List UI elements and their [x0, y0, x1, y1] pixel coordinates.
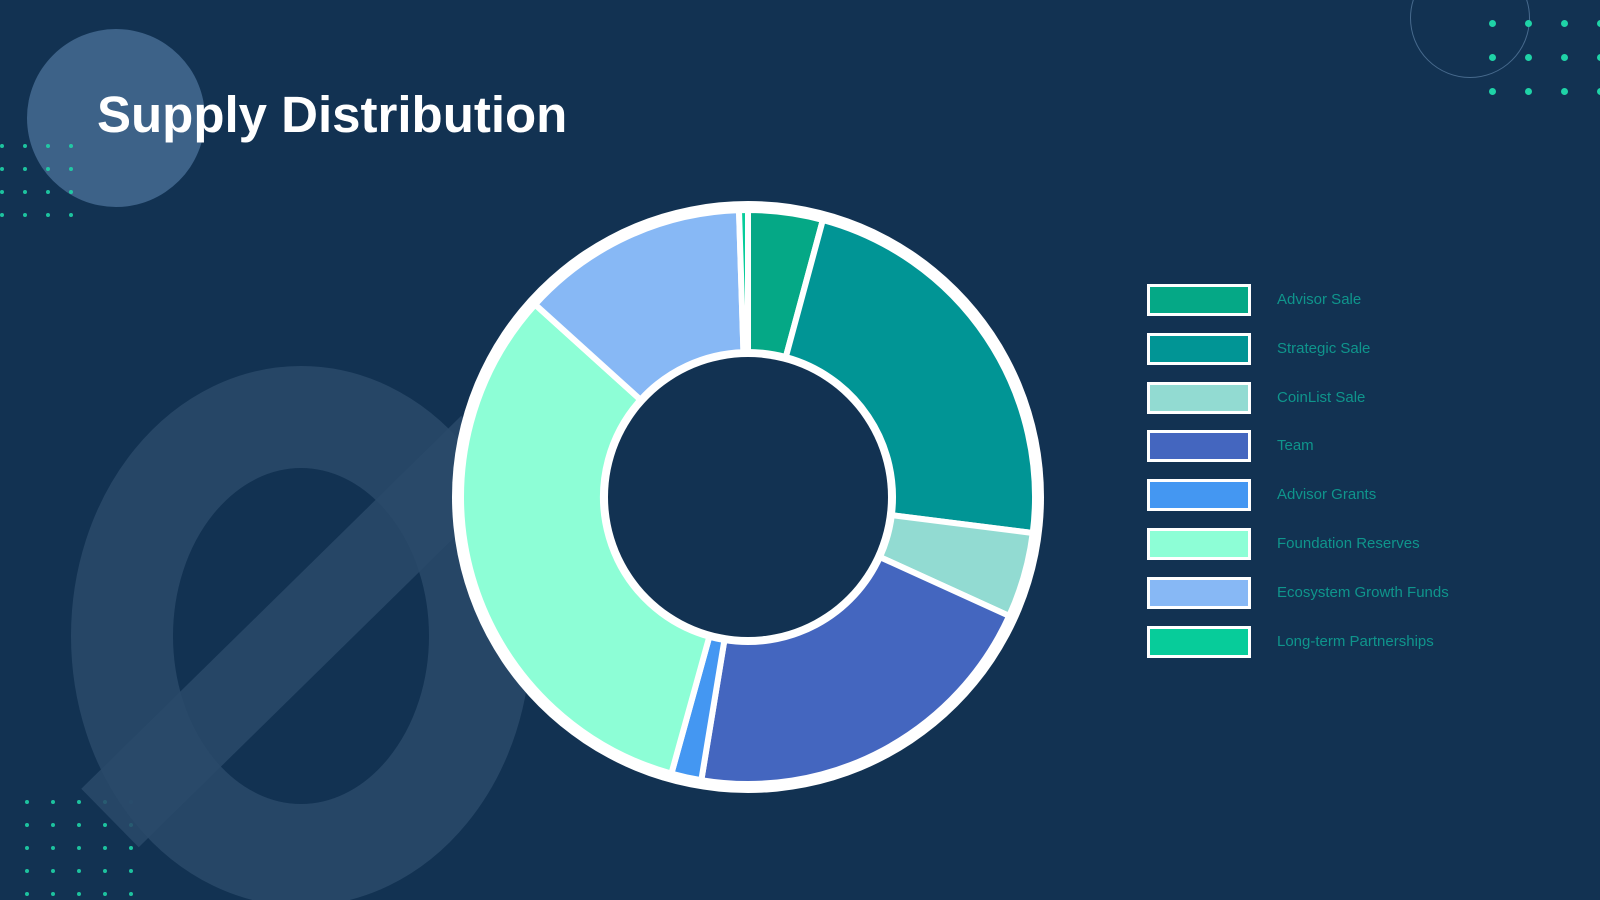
- legend-label: Advisor Grants: [1277, 486, 1377, 504]
- legend-label: CoinList Sale: [1277, 388, 1366, 406]
- legend-item-coinlist-sale[interactable]: CoinList Sale: [1147, 381, 1577, 431]
- legend-item-advisor-grants[interactable]: Advisor Grants: [1147, 479, 1577, 528]
- legend-label: Ecosystem Growth Funds: [1277, 583, 1449, 601]
- legend-swatch: [1147, 527, 1251, 560]
- legend-label: Advisor Sale: [1277, 291, 1362, 308]
- legend-item-advisor-sale[interactable]: Advisor Sale: [1147, 284, 1577, 333]
- legend-swatch: [1147, 576, 1251, 609]
- legend-swatch: [1147, 381, 1251, 414]
- legend-item-long-term-partnerships[interactable]: Long-term Partnerships: [1147, 625, 1577, 675]
- legend-item-team[interactable]: Team: [1147, 430, 1577, 479]
- legend-item-ecosystem-growth-funds[interactable]: Ecosystem Growth Funds: [1147, 576, 1577, 626]
- legend-label: Strategic Sale: [1277, 339, 1371, 357]
- legend-swatch: [1147, 479, 1251, 512]
- legend-item-strategic-sale[interactable]: Strategic Sale: [1147, 332, 1577, 382]
- legend-label: Foundation Reserves: [1277, 534, 1420, 552]
- donut-slice-long-term-partnerships[interactable]: [735, 206, 751, 356]
- decorative-dot-grid-top-right: [1489, 20, 1600, 95]
- decorative-dot-grid-left: [0, 144, 73, 217]
- donut-slice-foundation-reserves[interactable]: [458, 300, 713, 778]
- legend-label: Team: [1277, 437, 1314, 455]
- chart-legend: Advisor Sale Strategic Sale CoinList Sal…: [1147, 284, 1577, 674]
- decorative-circle: [27, 29, 205, 207]
- page-title: Supply Distribution: [97, 86, 568, 143]
- legend-swatch: [1147, 430, 1251, 463]
- legend-label: Long-term Partnerships: [1277, 632, 1434, 650]
- donut-hole: [608, 357, 888, 637]
- legend-swatch: [1147, 284, 1251, 316]
- legend-swatch: [1147, 332, 1251, 365]
- legend-item-foundation-reserves[interactable]: Foundation Reserves: [1147, 527, 1577, 577]
- legend-swatch: [1147, 625, 1251, 658]
